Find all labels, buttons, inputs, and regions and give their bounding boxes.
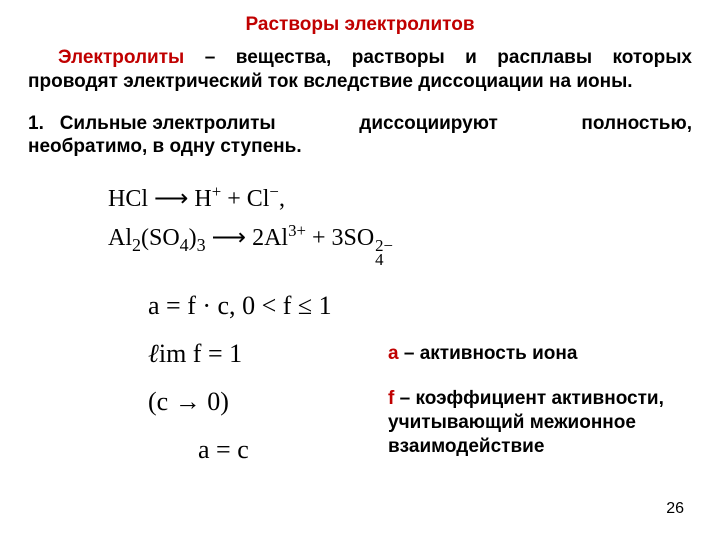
page-title: Растворы электролитов bbox=[28, 14, 692, 36]
eq2-plus: + bbox=[306, 225, 332, 251]
arrow-icon: ⟶ bbox=[148, 186, 194, 212]
point-1-num: 1. bbox=[28, 113, 44, 134]
formula-line-2: ℓim f = 1 bbox=[148, 330, 388, 378]
slide: Растворы электролитов Электролиты – веще… bbox=[0, 0, 720, 540]
legend-a-text: – активность иона bbox=[399, 343, 578, 364]
eq1-cl-charge: − bbox=[269, 182, 278, 201]
equation-hcl: HCl ⟶ H+ + Cl−, bbox=[108, 181, 692, 218]
arrow-icon: ⟶ bbox=[206, 225, 252, 251]
legend-f-text: – коэффициент активности, учитывающий ме… bbox=[388, 388, 664, 457]
formula-line-3: (c → 0) bbox=[148, 378, 388, 426]
eq2-so: (SO bbox=[141, 225, 180, 251]
equations: HCl ⟶ H+ + Cl−, Al2(SO4)3 ⟶ 2Al3+ + 3SO2… bbox=[108, 181, 692, 268]
legend-block: a – активность иона f – коэффициент акти… bbox=[388, 282, 692, 474]
formula-line-1: a = f · c, 0 < f ≤ 1 bbox=[148, 282, 388, 330]
legend-f: f – коэффициент активности, учитывающий … bbox=[388, 387, 692, 458]
eq1-comma: , bbox=[279, 186, 285, 212]
eq1-lhs: HCl bbox=[108, 186, 148, 212]
point-1-b: диссоциируют bbox=[359, 112, 498, 136]
eq2-coef-2: 2 bbox=[252, 225, 264, 251]
eq2-paren: ) bbox=[189, 225, 197, 251]
lower-row: a = f · c, 0 < f ≤ 1 ℓim f = 1 (c → 0) a… bbox=[28, 282, 692, 474]
legend-a-symbol: a bbox=[388, 343, 399, 364]
equation-al2so4: Al2(SO4)3 ⟶ 2Al3+ + 3SO2−4 bbox=[108, 220, 692, 267]
point-1-a: Сильные электролиты bbox=[60, 113, 276, 134]
eq2-so-r: SO bbox=[343, 225, 374, 251]
page-number: 26 bbox=[666, 500, 684, 518]
script-ell-icon: ℓ bbox=[148, 339, 159, 368]
eq2-al: Al bbox=[108, 225, 132, 251]
eq2-al-sub: 2 bbox=[132, 235, 141, 255]
eq2-so4-supsub: 2−4 bbox=[375, 239, 393, 268]
point-1: 1. Сильные электролиты диссоциируют полн… bbox=[28, 112, 692, 160]
formula-block: a = f · c, 0 < f ≤ 1 ℓim f = 1 (c → 0) a… bbox=[148, 282, 388, 474]
eq2-al-charge: 3+ bbox=[288, 221, 306, 240]
eq2-paren-sub: 3 bbox=[197, 235, 206, 255]
definition-term: Электролиты bbox=[58, 47, 184, 68]
eq1-h: H bbox=[194, 186, 211, 212]
eq1-plus: + bbox=[221, 186, 247, 212]
point-1-tail: необратимо, в одну ступень. bbox=[28, 136, 302, 157]
eq1-h-charge: + bbox=[212, 182, 221, 201]
eq1-cl: Cl bbox=[247, 186, 270, 212]
definition-paragraph: Электролиты – вещества, растворы и распл… bbox=[28, 46, 692, 94]
formula-line-4: a = c bbox=[198, 426, 388, 474]
legend-f-symbol: f bbox=[388, 388, 400, 409]
legend-a: a – активность иона bbox=[388, 342, 692, 366]
point-1-c: полностью, bbox=[581, 112, 692, 136]
eq2-al-r: Al bbox=[264, 225, 288, 251]
eq2-coef-3: 3 bbox=[331, 225, 343, 251]
eq2-so-sub: 4 bbox=[180, 235, 189, 255]
